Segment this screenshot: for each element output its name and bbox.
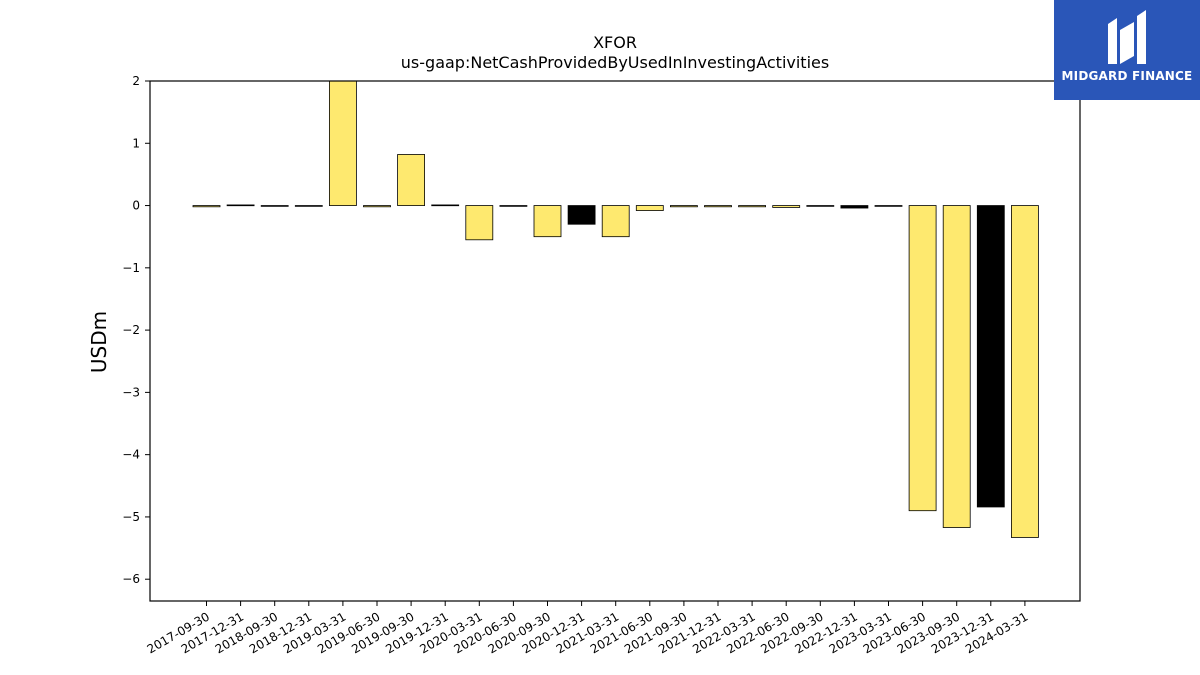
midgard-logo-icon (1108, 10, 1146, 64)
y-axis-label: USDm (87, 311, 111, 373)
bar-2022-12-31 (840, 205, 869, 209)
bar-2017-12-31 (226, 204, 255, 207)
y-tick-label: −4 (122, 448, 140, 462)
bar-2023-09-30 (942, 205, 971, 528)
chart-title: XFOR (593, 33, 637, 52)
bar-2019-12-31 (431, 204, 460, 207)
y-ticks-group: 2 1 0 −1 −2 −3 −4 −5 −6 (122, 74, 150, 586)
bar-2020-12-31 (567, 205, 596, 225)
bar-2021-09-30 (670, 205, 698, 208)
bar-2019-03-31 (328, 80, 357, 206)
bars-group (192, 80, 1039, 538)
brand-logo: MIDGARD FINANCE (1054, 0, 1200, 100)
bar-2021-06-30 (635, 205, 664, 211)
bar-2019-06-30 (363, 205, 391, 208)
y-tick-label: 1 (132, 136, 140, 150)
bar-2022-06-30 (772, 205, 801, 208)
bar-2023-03-31 (874, 205, 903, 207)
x-ticks-group: 2017-09-302017-12-312018-09-302018-12-31… (145, 601, 1030, 656)
bar-2018-09-30 (260, 205, 289, 207)
bar-2017-09-30 (192, 205, 221, 208)
y-tick-label: 0 (132, 199, 140, 213)
y-tick-label: −5 (122, 510, 140, 524)
bar-2023-12-31 (976, 205, 1005, 508)
y-tick-label: −3 (122, 385, 140, 399)
bar-2020-06-30 (499, 205, 528, 207)
bar-2022-09-30 (806, 205, 835, 207)
y-tick-label: −2 (122, 323, 140, 337)
y-tick-label: −6 (122, 572, 140, 586)
bar-2020-03-31 (465, 205, 494, 241)
bar-2019-09-30 (397, 154, 426, 206)
chart-subtitle: us-gaap:NetCashProvidedByUsedInInvesting… (401, 53, 829, 72)
y-tick-label: −1 (122, 261, 140, 275)
bar-2024-03-31 (1011, 205, 1039, 538)
bar-2023-06-30 (908, 205, 937, 512)
bar-2022-03-31 (738, 205, 766, 208)
plot-frame (149, 80, 1081, 602)
brand-name: MIDGARD FINANCE (1061, 69, 1193, 83)
y-tick-label: 2 (132, 74, 140, 88)
bar-2020-09-30 (533, 205, 562, 238)
bar-2021-12-31 (704, 205, 732, 208)
bar-2018-12-31 (294, 205, 323, 207)
bar-2021-03-31 (601, 205, 630, 238)
